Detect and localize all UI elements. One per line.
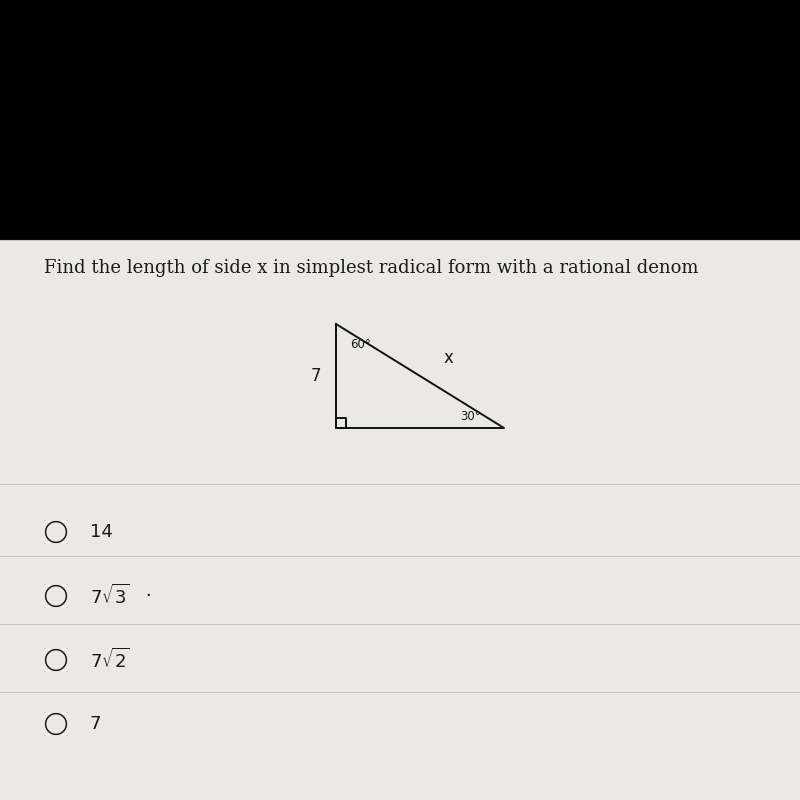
Text: 30°: 30° <box>460 410 481 423</box>
Text: 7: 7 <box>310 367 322 385</box>
Text: ·: · <box>146 587 151 605</box>
Bar <box>0 240 800 800</box>
Text: Find the length of side x in simplest radical form with a rational denom: Find the length of side x in simplest ra… <box>44 259 698 277</box>
Text: $7\sqrt{3}$: $7\sqrt{3}$ <box>90 584 130 608</box>
Text: x: x <box>443 350 453 367</box>
Text: 60°: 60° <box>350 338 371 351</box>
Text: $7\sqrt{2}$: $7\sqrt{2}$ <box>90 648 130 672</box>
Text: 14: 14 <box>90 523 113 541</box>
Text: 7: 7 <box>90 715 101 733</box>
